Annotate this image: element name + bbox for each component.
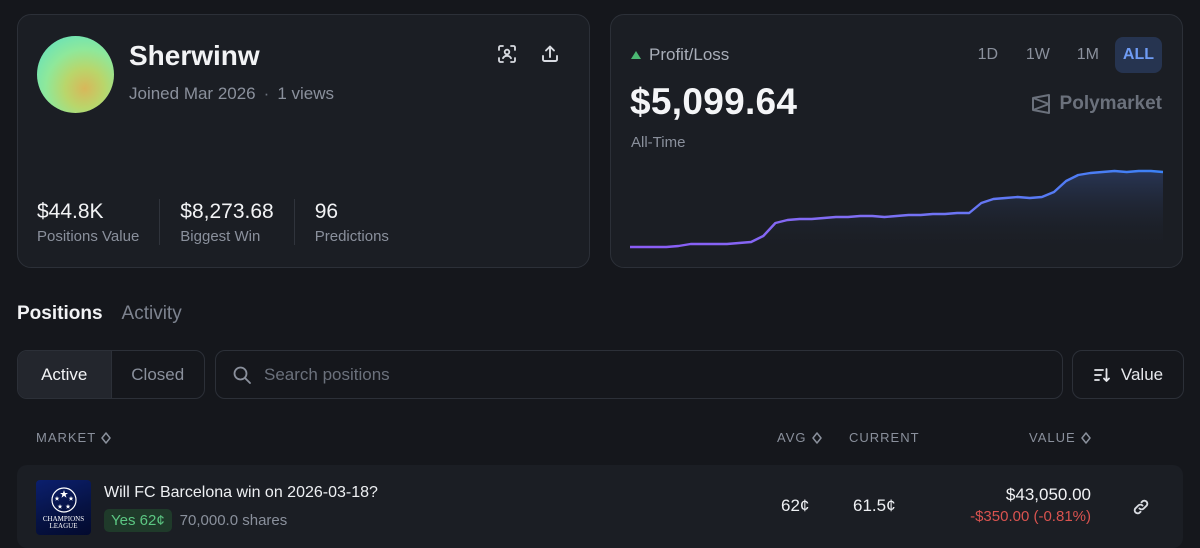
pnl-period: All-Time bbox=[631, 134, 686, 151]
outcome-badge: Yes 62¢ bbox=[104, 509, 172, 532]
value-amount: $43,050.00 bbox=[1005, 485, 1091, 504]
champions-league-star-ball-icon bbox=[50, 486, 77, 513]
polymarket-brand: Polymarket bbox=[1030, 93, 1162, 115]
profile-username: Sherwinw bbox=[129, 40, 260, 71]
sort-toggle-icon bbox=[101, 431, 111, 444]
range-selector: 1D 1W 1M ALL bbox=[965, 37, 1162, 73]
qr-scan-icon bbox=[498, 45, 516, 63]
search-input[interactable] bbox=[264, 364, 1024, 385]
search-box bbox=[215, 350, 1063, 399]
pnl-label: Profit/Loss bbox=[631, 45, 729, 65]
profile-meta: Joined Mar 2026 · 1 views bbox=[129, 84, 334, 104]
profile-card: Sherwinw Joined Mar 2026 · 1 views $44.8… bbox=[17, 14, 590, 268]
stat-label: Biggest Win bbox=[180, 228, 261, 245]
status-filter: Active Closed bbox=[17, 350, 205, 399]
range-all[interactable]: ALL bbox=[1114, 37, 1162, 73]
tab-positions[interactable]: Positions bbox=[17, 303, 103, 324]
stat-predictions: 96 Predictions bbox=[315, 199, 409, 245]
joined-date: Joined Mar 2026 bbox=[129, 84, 256, 103]
pnl-area bbox=[630, 171, 1163, 253]
profile-stats: $44.8K Positions Value $8,273.68 Biggest… bbox=[37, 199, 429, 245]
range-1w[interactable]: 1W bbox=[1025, 46, 1050, 63]
value-change: -$350.00 (-0.81%) bbox=[970, 508, 1091, 525]
table-row[interactable]: CHAMPIONS LEAGUE Will FC Barcelona win o… bbox=[17, 465, 1183, 548]
meta-separator: · bbox=[263, 84, 270, 103]
position-outcome: Yes 62¢ 70,000.0 shares bbox=[104, 509, 287, 532]
sort-toggle-icon bbox=[811, 431, 822, 444]
column-header-current: CURRENT bbox=[849, 430, 920, 445]
stat-positions-value: $44.8K Positions Value bbox=[37, 199, 161, 245]
avg-price: 62¢ bbox=[781, 496, 810, 515]
filter-active[interactable]: Active bbox=[18, 351, 112, 398]
stat-label: Predictions bbox=[314, 228, 389, 245]
polymarket-logo-icon bbox=[1031, 94, 1050, 114]
pnl-line bbox=[630, 169, 1163, 249]
market-image-logo-text: CHAMPIONS LEAGUE bbox=[42, 514, 85, 530]
trend-up-icon bbox=[631, 51, 641, 59]
share-count: 70,000.0 shares bbox=[179, 512, 288, 529]
current-price: 61.5¢ bbox=[853, 496, 896, 515]
pnl-label-text: Profit/Loss bbox=[649, 45, 730, 64]
header-label: CURRENT bbox=[849, 430, 920, 445]
sort-label: Value bbox=[1120, 364, 1164, 384]
share-button[interactable] bbox=[536, 40, 564, 68]
stat-label: Positions Value bbox=[37, 228, 140, 245]
market-title[interactable]: Will FC Barcelona win on 2026-03-18? bbox=[104, 484, 378, 501]
sort-toggle-icon bbox=[1080, 431, 1091, 444]
position-value: $43,050.00 -$350.00 (-0.81%) bbox=[970, 485, 1091, 525]
stat-value: $44.8K bbox=[37, 200, 104, 223]
column-header-market[interactable]: MARKET bbox=[36, 430, 111, 445]
pnl-card: Profit/Loss $5,099.64 All-Time 1D 1W 1M … bbox=[610, 14, 1183, 268]
share-upload-icon bbox=[542, 45, 558, 62]
avatar[interactable] bbox=[37, 36, 114, 113]
pnl-chart bbox=[630, 169, 1163, 253]
column-header-avg[interactable]: AVG bbox=[777, 430, 822, 445]
sort-button[interactable]: Value bbox=[1072, 350, 1184, 399]
filter-closed[interactable]: Closed bbox=[131, 364, 185, 384]
header-label: AVG bbox=[777, 430, 807, 445]
link-icon bbox=[1133, 499, 1149, 515]
header-label: VALUE bbox=[1029, 430, 1076, 445]
main-tabs: Positions Activity bbox=[17, 303, 182, 325]
search-icon bbox=[233, 366, 251, 384]
pnl-value: $5,099.64 bbox=[630, 81, 798, 122]
sort-icon bbox=[1093, 367, 1110, 382]
market-link-button[interactable] bbox=[1129, 495, 1153, 519]
stat-biggest-win: $8,273.68 Biggest Win bbox=[180, 199, 295, 245]
stat-value: $8,273.68 bbox=[180, 200, 274, 223]
qr-scan-button[interactable] bbox=[493, 40, 521, 68]
stat-value: 96 bbox=[314, 200, 339, 223]
range-1d[interactable]: 1D bbox=[977, 46, 999, 63]
view-count: 1 views bbox=[277, 84, 334, 103]
header-label: MARKET bbox=[36, 430, 97, 445]
tab-activity[interactable]: Activity bbox=[121, 303, 182, 324]
column-header-value[interactable]: VALUE bbox=[1029, 430, 1091, 445]
brand-name: Polymarket bbox=[1059, 93, 1162, 114]
market-image: CHAMPIONS LEAGUE bbox=[36, 480, 91, 535]
range-1m[interactable]: 1M bbox=[1076, 46, 1099, 63]
